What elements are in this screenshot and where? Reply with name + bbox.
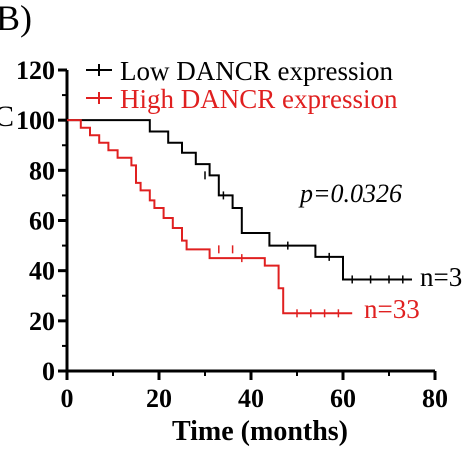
- axes: 0 20 40 60 80 100 120 0 20 40 60 80: [16, 56, 448, 413]
- y-axis-label-fragment: C: [0, 100, 14, 133]
- y-tick-label: 100: [16, 106, 55, 135]
- x-tick-label: 40: [238, 384, 264, 413]
- x-tick-label: 80: [422, 384, 448, 413]
- survival-curve-high: [67, 119, 353, 315]
- legend-label-high: High DANCR expression: [120, 84, 398, 114]
- panel-label: B): [0, 0, 32, 38]
- y-tick-label: 40: [29, 257, 55, 286]
- n-label-high: n=33: [364, 294, 420, 324]
- y-tick-label: 60: [29, 207, 55, 236]
- x-axis-title: Time (months): [172, 416, 348, 447]
- p-value-annotation: p=0.0326: [298, 179, 402, 208]
- y-tick-label: 80: [29, 156, 55, 185]
- series-layer: [67, 119, 412, 318]
- legend: Low DANCR expression High DANCR expressi…: [86, 56, 398, 114]
- n-label-low: n=3: [420, 262, 462, 292]
- y-tick-label: 120: [16, 56, 55, 85]
- y-tick-label: 0: [42, 357, 55, 386]
- x-tick-label: 20: [146, 384, 172, 413]
- legend-label-low: Low DANCR expression: [120, 56, 393, 86]
- x-tick-label: 0: [61, 384, 74, 413]
- x-tick-label: 60: [330, 384, 356, 413]
- y-tick-label: 20: [29, 307, 55, 336]
- survival-curve-low: [67, 119, 412, 281]
